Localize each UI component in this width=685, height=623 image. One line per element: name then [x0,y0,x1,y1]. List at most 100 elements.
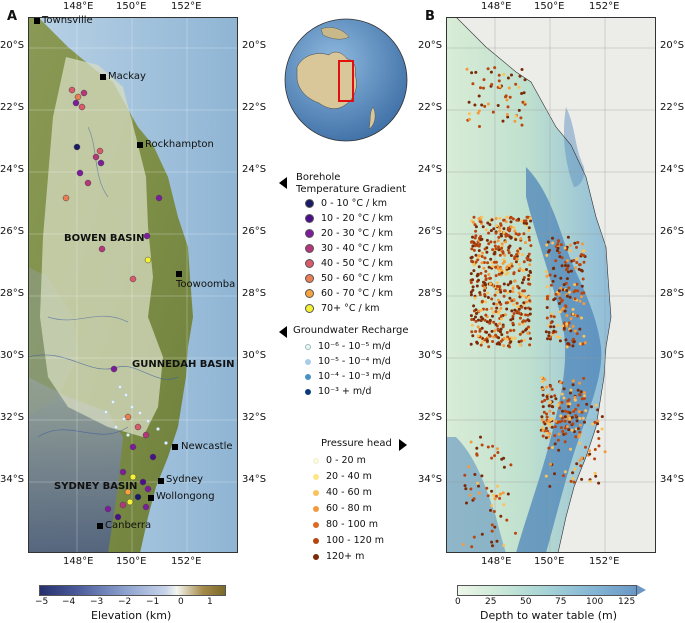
pressure-point [581,342,585,346]
pressure-point [520,305,524,309]
pressure-point [479,308,483,312]
pressure-point [565,314,569,318]
pressure-point [519,237,523,240]
legend-label: 10⁻⁴ - 10⁻³ m/d [318,371,391,382]
pressure-point [509,280,513,284]
pressure-point [472,497,476,501]
pressure-point [507,86,511,90]
pressure-point [480,261,484,265]
pressure-point [582,260,586,264]
borehole-point [110,365,118,373]
pressure-point [491,444,495,448]
pressure-point [524,241,527,245]
pressure-point [494,322,498,326]
pressure-point [552,266,556,270]
pressure-point [500,242,504,246]
pressure-point [573,241,577,245]
pressure-point [559,426,563,430]
panel-b-letter: B [425,9,435,24]
legend-dot [305,388,311,395]
pressure-point [567,321,571,325]
borehole-point [139,478,147,486]
borehole-point [97,159,105,167]
pressure-point [547,446,551,450]
pressure-point [525,222,529,225]
pressure-point [596,419,600,423]
pressure-point [513,119,517,123]
pressure-point [498,253,502,257]
pressure-point [564,264,567,267]
pressure-point [558,420,562,424]
pressure-point [489,240,493,244]
a-lon-bottom-152: 152°E [171,556,202,567]
pressure-point [573,329,577,333]
cbar-elev-label: Elevation (km) [91,609,172,622]
pressure-point [490,529,494,533]
pressure-point [479,86,482,90]
pressure-point [492,227,496,231]
a-lat-right-32: 32°S [242,412,267,423]
pressure-point [474,260,478,264]
pressure-point [468,117,471,121]
pressure-point [569,388,573,392]
pressure-point [580,477,584,481]
pressure-point [469,314,473,318]
cbar-elev-tick-1: −4 [62,597,76,607]
pressure-point [477,249,481,253]
recharge-point [164,441,168,445]
b-lon-bottom-152: 152°E [589,556,620,567]
pressure-point [473,473,477,476]
borehole-point [134,493,142,501]
pressure-point [548,409,552,413]
pressure-point [578,430,582,434]
pressure-point [545,306,549,309]
pressure-point [522,260,526,264]
pressure-point [596,430,600,434]
b-lat-right-34: 34°S [660,474,685,485]
a-lon-top-148: 148°E [63,1,94,12]
pressure-point [506,76,510,80]
pressure-point [574,435,578,439]
pressure-point [575,245,578,249]
pressure-point [509,254,513,257]
recharge-point [130,405,134,409]
pressure-point [491,248,495,252]
pressure-point [488,223,492,227]
pressure-point [482,280,485,284]
pressure-point [556,246,560,250]
pressure-point [474,70,478,74]
b-lon-top-152: 152°E [589,1,620,12]
pressure-point [491,340,495,343]
city-marker-toowoomba [176,271,182,277]
city-label-toowoomba: Toowoomba [176,279,236,290]
city-label-canberra: Canberra [105,520,152,531]
pressure-point [493,240,497,244]
pressure-point [525,215,529,219]
pressure-point [551,446,554,449]
pressure-point [474,330,478,333]
city-label-rockhampton: Rockhampton [145,139,214,150]
pressure-point [498,342,502,346]
pressure-point [571,307,575,311]
pressure-point [517,85,521,89]
pressure-point [554,292,558,296]
legend-pressure-row-1: 20 - 40 m [313,471,372,482]
pressure-point [491,310,495,314]
pressure-point [483,289,487,292]
pressure-point [527,295,531,299]
pressure-point [580,410,584,414]
pressure-point [492,510,496,513]
pressure-point [476,258,480,262]
pressure-point [529,337,532,341]
city-label-newcastle: Newcastle [181,441,233,452]
pressure-point [553,472,556,476]
pressure-point [492,302,496,306]
pressure-point [512,271,516,275]
pressure-point [484,300,487,304]
pressure-point [573,398,577,401]
pressure-point [480,474,484,478]
pressure-point [520,123,524,127]
pressure-point [483,318,487,322]
pressure-point [540,376,544,379]
b-lat-left-22: 22°S [418,102,443,113]
